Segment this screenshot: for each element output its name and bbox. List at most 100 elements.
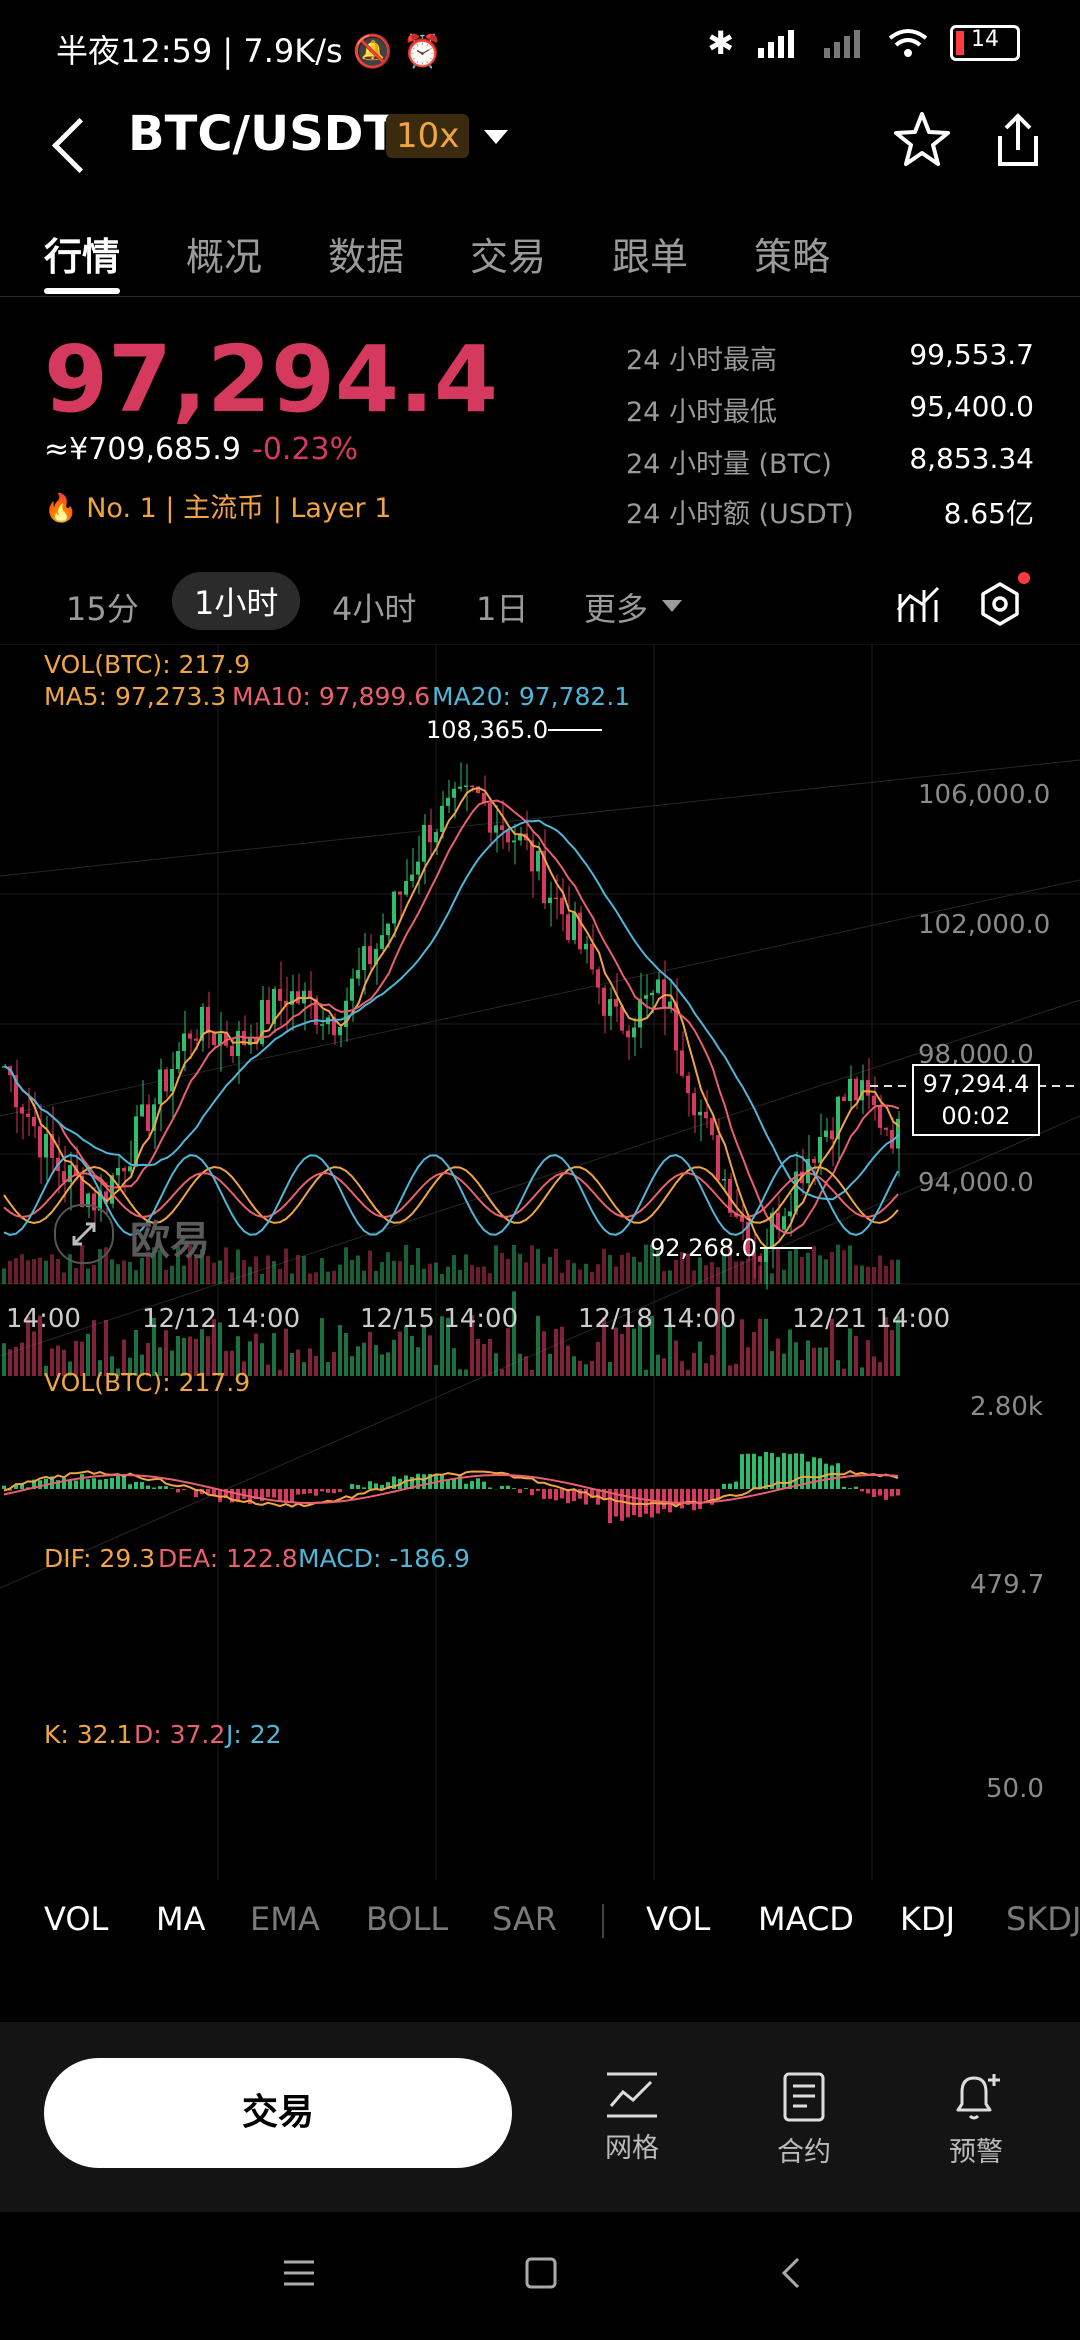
ind-sub-macd[interactable]: MACD	[758, 1900, 854, 1938]
volume-bar-main	[554, 1248, 558, 1284]
indicator-icon[interactable]	[894, 580, 942, 628]
wifi-icon	[888, 29, 928, 57]
price-tick: 106,000.0	[918, 780, 1051, 810]
volume-bar	[344, 1333, 348, 1376]
star-icon[interactable]	[890, 108, 954, 172]
volume-bar-main	[662, 1271, 666, 1284]
candle-body	[566, 914, 570, 941]
volume-bar	[362, 1342, 366, 1376]
volume-bar-main	[434, 1262, 438, 1284]
grid-label: 网格	[605, 2133, 659, 2164]
ind-main-vol[interactable]: VOL	[44, 1900, 109, 1938]
candle-body	[746, 1221, 750, 1255]
interval-more[interactable]: 更多	[584, 590, 649, 628]
ind-main-ema[interactable]: EMA	[250, 1900, 320, 1938]
grid-button[interactable]: 网格	[572, 2070, 692, 2165]
macd-bar	[812, 1457, 816, 1489]
ind-main-ma[interactable]: MA	[156, 1900, 206, 1938]
panel-divider	[0, 759, 1080, 877]
volume-bar-main	[596, 1264, 600, 1284]
volume-bar-main	[128, 1261, 132, 1284]
volume-bar	[524, 1356, 528, 1376]
volume-bar	[764, 1318, 768, 1376]
interval-1h[interactable]: 1小时	[172, 572, 301, 630]
back-nav-icon[interactable]	[776, 2256, 810, 2290]
volume-bar-main	[710, 1262, 714, 1284]
macd-bar	[734, 1481, 738, 1489]
macd-bar	[182, 1489, 186, 1491]
volume-bar	[476, 1338, 480, 1376]
macd-bar	[854, 1486, 858, 1489]
candle-body	[758, 1256, 762, 1262]
volume-bar-main	[314, 1272, 318, 1284]
interval-4h[interactable]: 4小时	[332, 590, 417, 628]
home-icon[interactable]	[524, 2256, 558, 2290]
legend-ma5: MA5: 97,273.3	[44, 682, 227, 711]
menu-icon[interactable]	[282, 2256, 316, 2290]
interval-15m[interactable]: 15分	[66, 590, 139, 628]
volume-bar	[500, 1369, 504, 1376]
macd-bar	[374, 1483, 378, 1489]
kline-chart[interactable]	[0, 644, 1080, 1880]
settings-icon[interactable]	[976, 580, 1024, 628]
tab-strategy[interactable]: 策略	[754, 235, 831, 279]
ind-sub-skdj[interactable]: SKDJ	[1006, 1900, 1080, 1938]
tab-trade[interactable]: 交易	[470, 235, 547, 279]
battery-level: 14	[971, 27, 999, 52]
tab-overview[interactable]: 概况	[186, 235, 263, 279]
volume-bar-main	[800, 1257, 804, 1284]
ind-sub-vol[interactable]: VOL	[646, 1900, 711, 1938]
volume-bar	[758, 1318, 762, 1376]
ind-sub-kdj[interactable]: KDJ	[900, 1900, 956, 1938]
tab-data[interactable]: 数据	[328, 235, 405, 279]
candle-body	[584, 943, 588, 950]
macd-bar	[350, 1484, 354, 1489]
macd-bar	[524, 1488, 528, 1489]
ind-main-boll[interactable]: BOLL	[366, 1900, 449, 1938]
volume-bar-main	[470, 1265, 474, 1284]
volume-bar-main	[278, 1268, 282, 1284]
macd-bar	[32, 1479, 36, 1489]
trade-button[interactable]: 交易	[44, 2058, 512, 2168]
alarm-icon: ⏰	[402, 32, 443, 70]
chevron-down-icon[interactable]	[484, 130, 508, 144]
macd-bar	[590, 1489, 594, 1498]
volume-bar	[122, 1339, 126, 1376]
volume-bar-main	[422, 1268, 426, 1284]
share-icon[interactable]	[986, 108, 1050, 172]
tab-market[interactable]: 行情	[44, 235, 121, 279]
macd-bar	[836, 1463, 840, 1489]
macd-bar	[158, 1486, 162, 1489]
macd-bar	[746, 1453, 750, 1489]
macd-bar	[860, 1489, 864, 1492]
volume-bar-main	[188, 1245, 192, 1284]
volume-bar	[296, 1349, 300, 1376]
ind-main-sar[interactable]: SAR	[492, 1900, 558, 1938]
candle-body	[104, 1191, 108, 1204]
macd-bar	[890, 1489, 894, 1497]
volume-bar-main	[206, 1255, 210, 1284]
interval-1d[interactable]: 1日	[476, 590, 529, 628]
tag-layer1[interactable]: Layer 1	[290, 493, 392, 524]
candle-body	[188, 1033, 192, 1039]
tab-copy[interactable]: 跟单	[612, 235, 689, 279]
volume-bar	[800, 1359, 804, 1376]
volume-bar	[212, 1319, 216, 1376]
contract-button[interactable]: 合约	[744, 2070, 864, 2169]
volume-bar-main	[374, 1270, 378, 1284]
volume-bar	[554, 1328, 558, 1376]
macd-bar	[104, 1478, 108, 1489]
candle-body	[656, 979, 660, 993]
pair-title[interactable]: BTC/USDT	[128, 106, 397, 162]
back-icon[interactable]	[51, 117, 108, 174]
fullscreen-icon[interactable]	[54, 1204, 114, 1264]
macd-bar	[458, 1475, 462, 1489]
volume-bar	[584, 1364, 588, 1376]
volume-bar-main	[524, 1262, 528, 1284]
macd-bar	[206, 1489, 210, 1494]
volume-bar-main	[518, 1253, 522, 1284]
volume-bar	[590, 1361, 594, 1376]
fire-icon: 🔥	[44, 493, 78, 524]
tag-mainstream[interactable]: 主流币	[183, 493, 265, 524]
alert-button[interactable]: 预警	[916, 2070, 1036, 2169]
